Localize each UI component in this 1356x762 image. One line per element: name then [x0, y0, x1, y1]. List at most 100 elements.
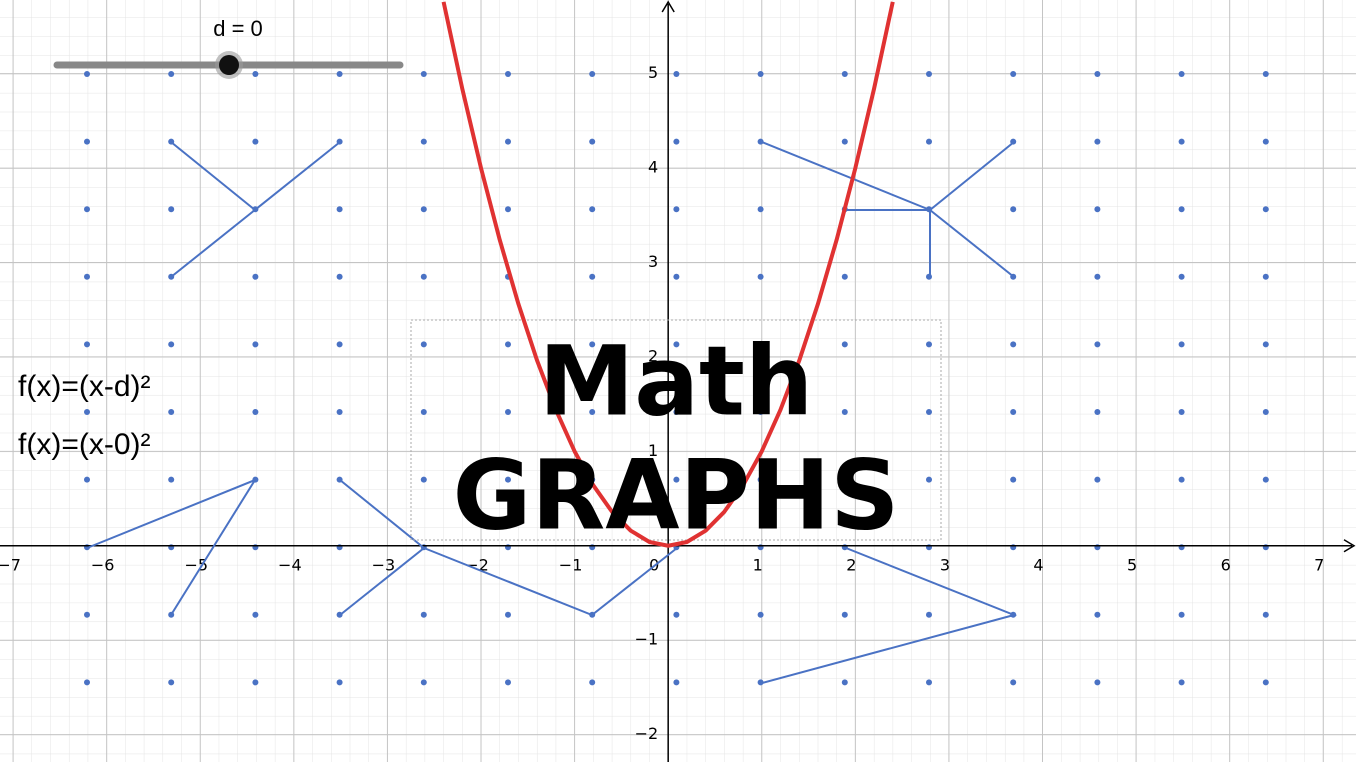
dot: [252, 341, 259, 348]
dot: [673, 341, 680, 348]
dot: [1094, 409, 1101, 415]
segments: [86, 141, 1018, 684]
dot: [420, 71, 427, 77]
dot: [1094, 138, 1101, 145]
dot: [926, 71, 932, 77]
dot: [1262, 341, 1269, 348]
dot: [1094, 476, 1101, 483]
dot: [420, 476, 427, 483]
dot: [926, 679, 932, 686]
dot: [1010, 409, 1017, 415]
x-tick-label: 3: [940, 555, 950, 574]
y-tick-label: −1: [635, 630, 659, 649]
dot: [420, 679, 427, 686]
dot: [1262, 206, 1269, 213]
dot: [420, 138, 427, 145]
dot: [1094, 273, 1101, 280]
dot: [1262, 611, 1269, 618]
dot: [673, 409, 680, 415]
dot: [505, 71, 511, 77]
x-tick-label: 2: [846, 555, 856, 574]
subtitle: GRAPHS: [453, 439, 900, 551]
slider-knob[interactable]: [219, 55, 239, 75]
dot: [757, 341, 764, 348]
dot: [505, 409, 511, 415]
dot: [336, 206, 343, 213]
dot: [252, 138, 259, 145]
dot: [336, 71, 343, 77]
dot: [589, 273, 596, 280]
dot: [1178, 679, 1185, 686]
dot: [1010, 476, 1017, 483]
dot: [1178, 138, 1185, 145]
dot: [1262, 679, 1269, 686]
x-tick-label: −1: [559, 555, 583, 574]
dot: [757, 476, 764, 483]
dot: [589, 206, 596, 213]
shape: [170, 141, 341, 278]
dot: [336, 679, 343, 686]
dot: [841, 611, 848, 618]
dot: [673, 206, 680, 213]
dot: [1010, 71, 1017, 77]
dot: [757, 409, 764, 415]
dot: [673, 611, 680, 618]
x-tick-label: 1: [753, 555, 763, 574]
dot: [1094, 71, 1101, 77]
dot: [1178, 71, 1185, 77]
dot: [673, 71, 680, 77]
dot: [84, 273, 90, 280]
dot: [589, 679, 596, 686]
dot: [841, 138, 848, 145]
y-tick-label: 3: [648, 252, 658, 271]
x-tick-label: 4: [1033, 555, 1043, 574]
dot: [336, 341, 343, 348]
dot: [673, 679, 680, 686]
dot: [84, 679, 90, 686]
y-tick-label: 1: [648, 441, 658, 460]
dot: [252, 679, 259, 686]
x-tick-label: −5: [184, 555, 208, 574]
dot: [1010, 341, 1017, 348]
dot: [505, 341, 511, 348]
x-tick-label: 6: [1221, 555, 1231, 574]
dot: [757, 206, 764, 213]
dot: [1094, 611, 1101, 618]
dot: [84, 206, 90, 213]
x-tick-label: −2: [465, 555, 489, 574]
dot: [420, 409, 427, 415]
x-tick-label: 5: [1127, 555, 1137, 574]
y-tick-label: 2: [648, 346, 658, 365]
dot: [926, 611, 932, 618]
dot: [252, 273, 259, 280]
dot: [1094, 679, 1101, 686]
dot: [757, 611, 764, 618]
y-tick-label: 5: [648, 63, 658, 82]
dot: [252, 409, 259, 415]
dot: [926, 138, 932, 145]
dot: [1178, 476, 1185, 483]
dot: [84, 341, 90, 348]
title: Math: [539, 325, 814, 437]
dot: [673, 476, 680, 483]
y-arrow: [661, 0, 675, 13]
dot: [673, 273, 680, 280]
shape: [86, 477, 258, 616]
dot: [505, 138, 511, 145]
dot: [420, 273, 427, 280]
selection-box: [410, 319, 942, 541]
dot: [1178, 273, 1185, 280]
slider-label: d = 0: [213, 16, 263, 41]
y-tick-label: −2: [635, 724, 659, 743]
dot: [841, 71, 848, 77]
shape: [339, 479, 678, 617]
dot: [252, 71, 259, 77]
dot: [336, 409, 343, 415]
dot: [168, 71, 175, 77]
dot: [926, 476, 932, 483]
x-tick-label: −4: [278, 555, 302, 574]
dot: [420, 611, 427, 618]
dot: [926, 341, 932, 348]
dot: [1262, 138, 1269, 145]
